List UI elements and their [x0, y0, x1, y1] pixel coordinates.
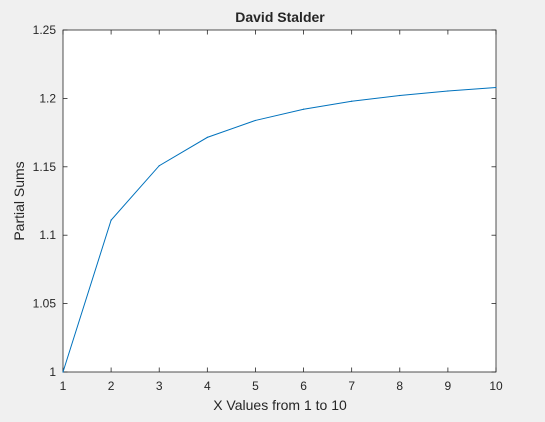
x-tick-label: 3 [156, 379, 163, 393]
x-tick-label: 8 [396, 379, 403, 393]
data-point [255, 120, 256, 121]
data-point [303, 109, 304, 110]
x-tick-label: 4 [204, 379, 211, 393]
y-tick-label: 1.05 [33, 297, 57, 311]
data-point [495, 87, 496, 88]
x-tick-label: 9 [445, 379, 452, 393]
x-tick-label: 5 [252, 379, 259, 393]
chart-title: David Stalder [235, 9, 325, 25]
x-axis-label: X Values from 1 to 10 [213, 397, 347, 413]
y-tick-label: 1.25 [33, 23, 57, 37]
y-tick-label: 1 [49, 365, 56, 379]
data-point [207, 137, 208, 138]
data-point [62, 371, 63, 372]
x-tick-label: 10 [489, 379, 503, 393]
x-tick-label: 7 [348, 379, 355, 393]
y-tick-label: 1.2 [39, 91, 56, 105]
data-point [159, 165, 160, 166]
y-axis-label: Partial Sums [11, 161, 27, 240]
x-tick-label: 1 [60, 379, 67, 393]
data-point [399, 95, 400, 96]
data-point [351, 101, 352, 102]
x-tick-label: 6 [300, 379, 307, 393]
data-point [447, 90, 448, 91]
y-tick-label: 1.1 [39, 228, 56, 242]
data-point [111, 220, 112, 221]
x-tick-label: 2 [108, 379, 115, 393]
y-tick-label: 1.15 [33, 160, 57, 174]
